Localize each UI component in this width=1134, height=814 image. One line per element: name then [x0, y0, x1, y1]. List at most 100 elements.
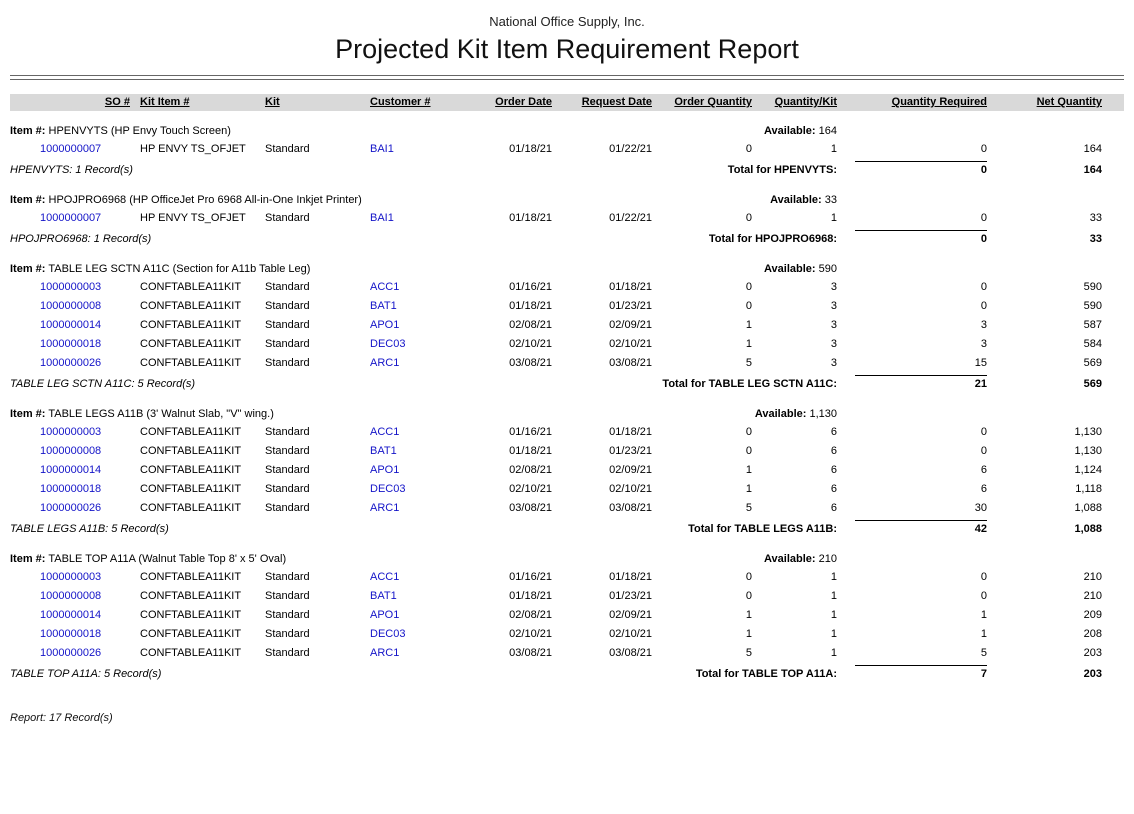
order-date-cell: 03/08/21 [509, 357, 552, 369]
quantity-required-cell: 1 [980, 628, 987, 640]
table-row: 1000000008 CONFTABLEA11KIT Standard BAT1 01/… [10, 442, 1124, 461]
net-quantity-cell: 33 [1089, 212, 1102, 224]
quantity-required-cell: 6 [980, 464, 987, 476]
group-header-row: Item #: TABLE LEGS A11B (3' Walnut Slab,… [10, 405, 1124, 423]
request-date-cell: 01/23/21 [609, 590, 652, 602]
available-value: 164 [818, 125, 837, 137]
item-heading: Item #: TABLE LEGS A11B (3' Walnut Slab,… [10, 408, 670, 420]
customer-number-link[interactable]: ARC1 [370, 647, 400, 659]
customer-number-link[interactable]: ARC1 [370, 502, 400, 514]
order-quantity-cell: 0 [745, 300, 752, 312]
group-footer-row: HPENVYTS: 1 Record(s) Total for HPENVYTS:… [10, 159, 1124, 180]
kit-cell: Standard [265, 590, 310, 602]
group-total-label: Total for TABLE LEG SCTN A11C: [662, 378, 837, 390]
so-number-link[interactable]: 1000000014 [40, 609, 102, 621]
group-record-count: TABLE LEG SCTN A11C: 5 Record(s) [10, 378, 196, 390]
so-number-link[interactable]: 1000000018 [40, 483, 102, 495]
company-name: National Office Supply, Inc. [489, 14, 645, 29]
customer-number-link[interactable]: DEC03 [370, 628, 406, 640]
quantity-required-cell: 0 [980, 281, 987, 293]
customer-number-link[interactable]: BAT1 [370, 300, 397, 312]
quantity-per-kit-cell: 3 [830, 357, 837, 369]
report-record-count: Report: 17 Record(s) [10, 712, 113, 724]
column-header-quantity-required: Quantity Required [891, 96, 987, 108]
so-number-link[interactable]: 1000000014 [40, 464, 102, 476]
item-heading: Item #: HPENVYTS (HP Envy Touch Screen) [10, 125, 670, 137]
customer-number-link[interactable]: ACC1 [370, 426, 400, 438]
so-number-link[interactable]: 1000000003 [40, 426, 102, 438]
table-row: 1000000014 CONFTABLEA11KIT Standard APO1 02/… [10, 606, 1124, 625]
so-number-link[interactable]: 1000000026 [40, 647, 102, 659]
order-date-cell: 01/18/21 [509, 445, 552, 457]
kit-cell: Standard [265, 609, 310, 621]
customer-number-link[interactable]: BAT1 [370, 590, 397, 602]
order-quantity-cell: 0 [745, 212, 752, 224]
kit-item-cell: CONFTABLEA11KIT [140, 609, 242, 621]
net-quantity-cell: 1,088 [1074, 502, 1102, 514]
kit-item-cell: CONFTABLEA11KIT [140, 571, 242, 583]
request-date-cell: 02/10/21 [609, 483, 652, 495]
customer-number-link[interactable]: DEC03 [370, 483, 406, 495]
column-header-order-quantity: Order Quantity [674, 96, 752, 108]
net-quantity-cell: 1,130 [1074, 426, 1102, 438]
table-row: 1000000018 CONFTABLEA11KIT Standard DEC03 02… [10, 480, 1124, 499]
customer-number-link[interactable]: ACC1 [370, 281, 400, 293]
order-date-cell: 02/08/21 [509, 464, 552, 476]
so-number-link[interactable]: 1000000007 [40, 143, 102, 155]
quantity-per-kit-cell: 1 [830, 571, 837, 583]
order-date-cell: 02/10/21 [509, 483, 552, 495]
so-number-link[interactable]: 1000000026 [40, 357, 102, 369]
order-quantity-cell: 5 [745, 357, 752, 369]
customer-number-link[interactable]: APO1 [370, 609, 400, 621]
customer-number-link[interactable]: BAI1 [370, 143, 394, 155]
so-number-link[interactable]: 1000000018 [40, 338, 102, 350]
quantity-per-kit-cell: 1 [830, 212, 837, 224]
quantity-per-kit-cell: 3 [830, 319, 837, 331]
order-quantity-cell: 0 [745, 143, 752, 155]
kit-item-cell: CONFTABLEA11KIT [140, 464, 242, 476]
so-number-link[interactable]: 1000000003 [40, 571, 102, 583]
quantity-per-kit-cell: 3 [830, 300, 837, 312]
so-number-link[interactable]: 1000000008 [40, 590, 102, 602]
available-cell: Available: 210 [670, 553, 855, 565]
item-number-label: Item #: [10, 408, 46, 420]
kit-cell: Standard [265, 628, 310, 640]
so-number-link[interactable]: 1000000008 [40, 300, 102, 312]
quantity-required-cell: 1 [980, 609, 987, 621]
request-date-cell: 01/23/21 [609, 300, 652, 312]
order-date-cell: 02/08/21 [509, 319, 552, 331]
so-number-link[interactable]: 1000000026 [40, 502, 102, 514]
customer-number-link[interactable]: APO1 [370, 319, 400, 331]
table-row: 1000000003 CONFTABLEA11KIT Standard ACC1 01/… [10, 568, 1124, 587]
net-quantity-cell: 210 [1083, 571, 1102, 583]
order-date-cell: 01/18/21 [509, 143, 552, 155]
kit-cell: Standard [265, 319, 310, 331]
so-number-link[interactable]: 1000000008 [40, 445, 102, 457]
quantity-required-cell: 0 [980, 300, 987, 312]
group-footer-row: HPOJPRO6968: 1 Record(s) Total for HPOJPR… [10, 228, 1124, 249]
quantity-per-kit-cell: 6 [830, 464, 837, 476]
customer-number-link[interactable]: ARC1 [370, 357, 400, 369]
net-quantity-cell: 1,130 [1074, 445, 1102, 457]
customer-number-link[interactable]: APO1 [370, 464, 400, 476]
so-number-link[interactable]: 1000000007 [40, 212, 102, 224]
request-date-cell: 01/22/21 [609, 143, 652, 155]
kit-item-cell: CONFTABLEA11KIT [140, 300, 242, 312]
so-number-link[interactable]: 1000000014 [40, 319, 102, 331]
so-number-link[interactable]: 1000000003 [40, 281, 102, 293]
so-number-link[interactable]: 1000000018 [40, 628, 102, 640]
kit-cell: Standard [265, 571, 310, 583]
customer-number-link[interactable]: ACC1 [370, 571, 400, 583]
customer-number-link[interactable]: DEC03 [370, 338, 406, 350]
customer-number-link[interactable]: BAI1 [370, 212, 394, 224]
report-body: Item #: HPENVYTS (HP Envy Touch Screen) A… [10, 122, 1124, 684]
kit-cell: Standard [265, 143, 310, 155]
customer-number-link[interactable]: BAT1 [370, 445, 397, 457]
group-total-quantity-required: 0 [855, 161, 987, 176]
net-quantity-cell: 590 [1083, 281, 1102, 293]
group-total-net-quantity: 203 [1083, 668, 1102, 680]
kit-cell: Standard [265, 445, 310, 457]
quantity-required-cell: 3 [980, 338, 987, 350]
available-cell: Available: 33 [670, 194, 855, 206]
quantity-per-kit-cell: 1 [830, 628, 837, 640]
